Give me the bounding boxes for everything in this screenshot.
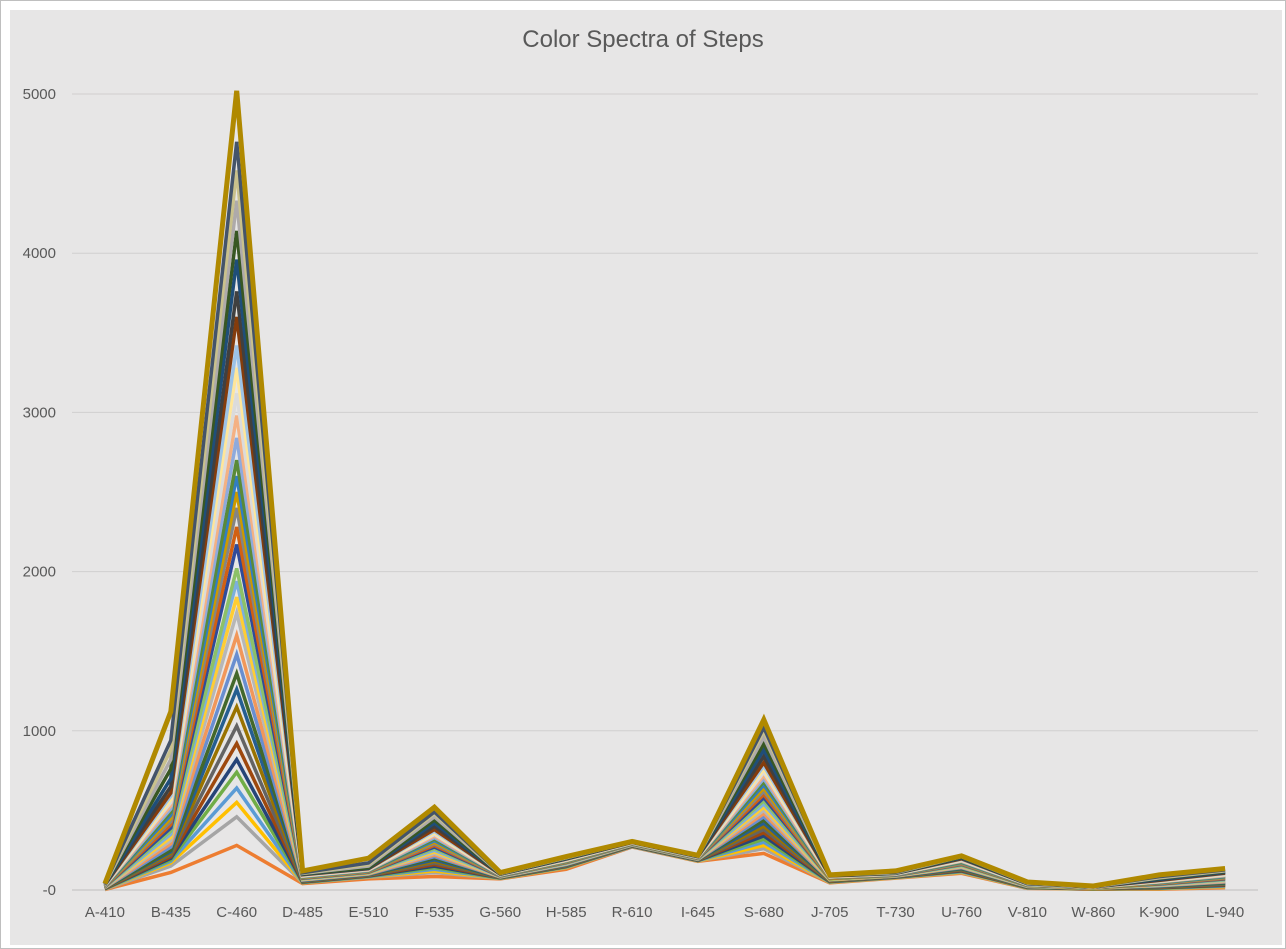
x-tick-label: F-535 bbox=[415, 904, 454, 921]
series-line bbox=[102, 90, 1226, 889]
x-tick-label: A-410 bbox=[85, 904, 125, 921]
x-tick-label: B-435 bbox=[151, 904, 191, 921]
y-tick-label: 5000 bbox=[23, 86, 56, 103]
x-tick-label: V-810 bbox=[1008, 904, 1047, 921]
x-tick-label: H-585 bbox=[546, 904, 587, 921]
x-tick-label: D-485 bbox=[282, 904, 323, 921]
y-tick-label: 1000 bbox=[23, 723, 56, 740]
y-tick-label: 2000 bbox=[23, 564, 56, 581]
x-tick-label: S-680 bbox=[744, 904, 784, 921]
x-tick-label: C-460 bbox=[216, 904, 257, 921]
y-tick-label: -0 bbox=[43, 882, 56, 899]
x-tick-label: R-610 bbox=[612, 904, 653, 921]
x-tick-label: E-510 bbox=[348, 904, 388, 921]
x-tick-label: J-705 bbox=[811, 904, 849, 921]
chart-title: Color Spectra of Steps bbox=[522, 26, 764, 53]
y-tick-label: 3000 bbox=[23, 404, 56, 421]
x-tick-label: I-645 bbox=[681, 904, 715, 921]
x-tick-label: W-860 bbox=[1071, 904, 1115, 921]
series-lines bbox=[102, 90, 1226, 892]
y-axis-tick-labels: -0 1000 2000 3000 4000 5000 bbox=[23, 86, 56, 899]
x-axis-tick-labels: A-410 B-435 C-460 D-485 E-510 F-535 G-560 H-585… bbox=[85, 904, 1244, 921]
x-tick-label: T-730 bbox=[876, 904, 914, 921]
x-tick-label: K-900 bbox=[1139, 904, 1179, 921]
x-tick-label: L-940 bbox=[1206, 904, 1244, 921]
x-tick-label: U-760 bbox=[941, 904, 982, 921]
x-tick-label: G-560 bbox=[479, 904, 521, 921]
y-tick-label: 4000 bbox=[23, 245, 56, 262]
